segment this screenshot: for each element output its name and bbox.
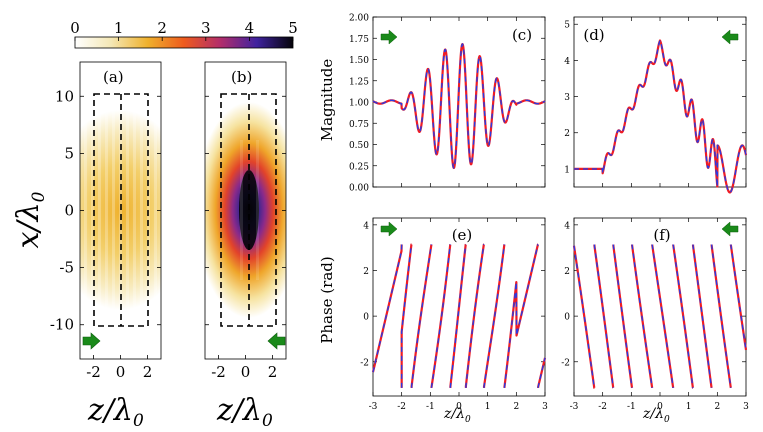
colorbar-tick-label: 0 bbox=[70, 19, 80, 37]
panel-label: (f) bbox=[653, 226, 670, 244]
arrow-left-icon bbox=[721, 221, 739, 237]
x-tick-label: 0 bbox=[657, 402, 663, 412]
y-tick-label: 1.25 bbox=[349, 77, 369, 87]
x-tick-label: 2 bbox=[513, 402, 519, 412]
y-tick-label: 0 bbox=[363, 313, 369, 323]
panel-label: (c) bbox=[512, 26, 532, 44]
x-label-sub-b: 0 bbox=[262, 411, 273, 431]
map-x-tick-label: 0 bbox=[116, 363, 126, 381]
colorbar-tick-label: 4 bbox=[245, 19, 255, 37]
map-y-tick-label: 0 bbox=[64, 202, 74, 220]
map-x-tick-label: -2 bbox=[211, 363, 226, 381]
map-x-axis-label-b: z/λ0 bbox=[216, 393, 273, 431]
y-tick-label: 2 bbox=[564, 129, 570, 139]
x-tick-label: 1 bbox=[686, 402, 692, 412]
y-tick-label: 4 bbox=[564, 57, 570, 67]
y-tick-label: 2.00 bbox=[349, 14, 369, 24]
x-tick-label: -3 bbox=[369, 402, 378, 412]
series-analytic-line bbox=[573, 39, 748, 194]
map-x-tick-label: 2 bbox=[268, 363, 278, 381]
colorbar-ticks: 0 1 2 3 4 5 bbox=[70, 19, 298, 41]
x-tick-label: 3 bbox=[743, 402, 749, 412]
x-tick-label: 1 bbox=[485, 402, 491, 412]
panel-b: (b) -2 0 2 bbox=[204, 61, 287, 381]
y-tick-label: 1 bbox=[564, 165, 570, 175]
series-numeric-line bbox=[573, 244, 747, 389]
x-tick-label: -2 bbox=[397, 402, 406, 412]
x-tick-label: -3 bbox=[570, 402, 579, 412]
series-numeric-line bbox=[372, 243, 546, 388]
x-tick-label: -1 bbox=[426, 402, 435, 412]
colorbar-tick-label: 2 bbox=[157, 19, 167, 37]
phase-axis-label: Phase (rad) bbox=[318, 256, 336, 343]
panel-f: -3 -2 -1 0 1 2 3 -2 0 2 4 (f) bbox=[561, 217, 749, 412]
arrow-left-icon bbox=[721, 29, 739, 45]
arrow-left-icon bbox=[267, 332, 286, 350]
colorbar: 0 1 2 3 4 5 bbox=[70, 19, 298, 49]
y-tick-label: 4 bbox=[564, 221, 570, 231]
x-label-var-b: z bbox=[216, 393, 233, 428]
panel-label: (d) bbox=[583, 26, 604, 44]
x-label-var-a: z bbox=[87, 393, 104, 428]
y-tick-label: 1.75 bbox=[349, 35, 369, 45]
x-label-lambda-a: λ bbox=[113, 393, 133, 428]
line-x-axis-label-left: z/λ0 bbox=[443, 406, 471, 425]
y-label-lambda: λ bbox=[11, 202, 46, 222]
colorbar-tick-label: 5 bbox=[288, 19, 298, 37]
x-label-lambda-b: λ bbox=[242, 393, 262, 428]
y-tick-label: 0 bbox=[564, 313, 570, 323]
map-y-tick-label: 10 bbox=[55, 87, 74, 105]
y-tick-label: -2 bbox=[360, 358, 369, 368]
y-tick-label: 1.00 bbox=[349, 99, 369, 109]
line-x-axis-label-right: z/λ0 bbox=[642, 406, 670, 425]
y-tick-label: 0.25 bbox=[349, 162, 369, 172]
panel-c: 0.00 0.25 0.50 0.75 1.00 1.25 1.50 1.75 2.00 (c) bbox=[349, 14, 546, 194]
svg-text:z/λ0: z/λ0 bbox=[216, 393, 273, 431]
map-y-tick-label: -10 bbox=[50, 316, 74, 334]
y-tick-label: 4 bbox=[363, 221, 369, 231]
panel-label: (e) bbox=[452, 226, 473, 244]
y-tick-label: 0.50 bbox=[349, 141, 369, 151]
x-tick-label: -2 bbox=[598, 402, 607, 412]
colorbar-tick-label: 3 bbox=[201, 19, 211, 37]
panel-label-b: (b) bbox=[231, 68, 252, 86]
map-x-tick-label: 0 bbox=[241, 363, 251, 381]
series-analytic-line bbox=[372, 42, 546, 170]
arrow-right-icon bbox=[82, 332, 101, 350]
y-tick-label: 3 bbox=[564, 93, 570, 103]
svg-text:x/λ0: x/λ0 bbox=[11, 191, 49, 248]
map-y-axis-label: x/λ0 bbox=[11, 191, 49, 248]
x-label-sub-a: 0 bbox=[133, 411, 144, 431]
x-tick-label: 0 bbox=[456, 402, 462, 412]
panel-e: -3 -2 -1 0 1 2 3 -2 0 2 4 (e) bbox=[360, 217, 548, 412]
x-tick-label: -1 bbox=[627, 402, 636, 412]
x-tick-label: 2 bbox=[714, 402, 720, 412]
panel-d: 1 2 3 4 5 (d) bbox=[564, 16, 748, 194]
map-y-tick-label: 5 bbox=[64, 144, 74, 162]
colorbar-tick-label: 1 bbox=[114, 19, 124, 37]
y-label-sub: 0 bbox=[29, 191, 49, 202]
y-tick-label: 2 bbox=[363, 267, 369, 277]
y-label-var: x bbox=[11, 231, 46, 248]
arrow-right-icon bbox=[380, 221, 398, 237]
map-x-tick-label: -2 bbox=[86, 363, 101, 381]
colorbar-bar bbox=[74, 36, 294, 49]
arrow-right-icon bbox=[380, 29, 398, 45]
x-tick-label: 3 bbox=[542, 402, 548, 412]
y-tick-label: 0.00 bbox=[349, 184, 369, 194]
y-tick-label: 5 bbox=[564, 21, 570, 31]
map-y-tick-label: -5 bbox=[59, 259, 74, 277]
y-tick-label: 0.75 bbox=[349, 120, 369, 130]
magnitude-axis-label: Magnitude bbox=[318, 59, 336, 142]
map-x-tick-label: 2 bbox=[143, 363, 153, 381]
y-tick-label: -2 bbox=[561, 358, 570, 368]
y-tick-label: 2 bbox=[564, 267, 570, 277]
panel-label-a: (a) bbox=[103, 68, 124, 86]
map-x-axis-label-a: z/λ0 bbox=[87, 393, 144, 431]
svg-text:z/λ0: z/λ0 bbox=[87, 393, 144, 431]
y-tick-label: 1.50 bbox=[349, 56, 369, 66]
